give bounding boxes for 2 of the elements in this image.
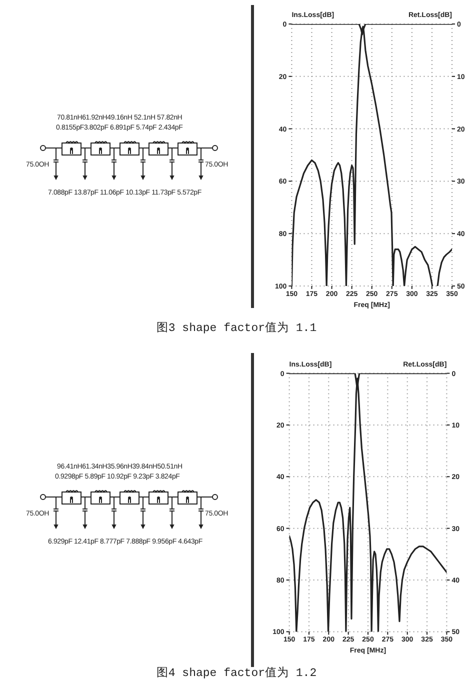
caption: 图4 shape factor值为 1.2	[156, 667, 317, 681]
caption: 图3 shape factor值为 1.1	[156, 322, 317, 336]
